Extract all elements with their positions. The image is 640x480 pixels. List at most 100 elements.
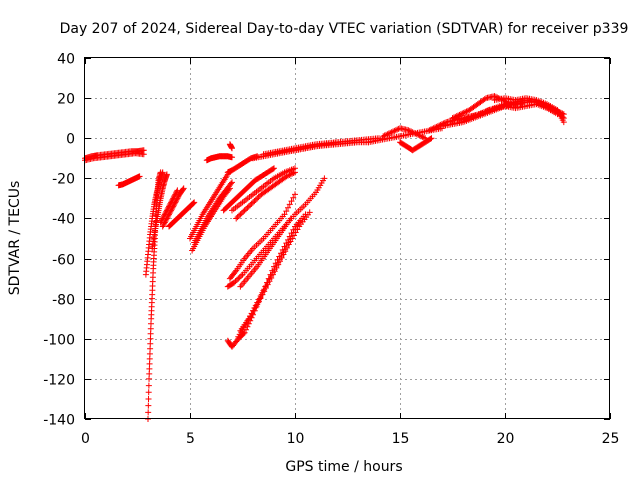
data-point	[229, 179, 235, 186]
data-point	[145, 389, 152, 396]
data-point	[433, 123, 440, 130]
data-point	[238, 272, 245, 279]
series-s27	[271, 135, 382, 156]
data-point	[252, 196, 259, 203]
series-s16	[233, 169, 298, 222]
data-point	[292, 229, 299, 236]
data-point	[244, 204, 251, 211]
data-point	[411, 129, 417, 136]
data-point	[169, 196, 176, 203]
data-point	[227, 180, 234, 187]
data-point	[171, 192, 178, 199]
data-point	[147, 345, 154, 352]
data-point	[245, 203, 252, 210]
series-s19	[224, 175, 328, 290]
data-point	[450, 114, 457, 121]
data-point	[385, 130, 392, 137]
data-point	[164, 206, 171, 213]
data-point	[236, 212, 242, 219]
data-point	[145, 402, 152, 409]
data-point	[387, 129, 394, 136]
series-s6	[149, 171, 170, 252]
data-point	[229, 145, 235, 152]
data-point	[168, 199, 175, 206]
data-point	[146, 355, 153, 362]
data-point	[191, 199, 198, 206]
data-point	[462, 109, 469, 116]
data-point	[294, 226, 301, 233]
data-point	[190, 200, 197, 207]
data-point	[255, 298, 262, 305]
data-point	[233, 215, 240, 222]
data-point	[161, 220, 168, 227]
data-point	[180, 185, 187, 192]
data-point	[250, 307, 257, 314]
y-axis-label: SDTVAR / TECUs	[7, 181, 23, 296]
data-point	[306, 209, 313, 216]
data-point	[413, 131, 420, 138]
data-point	[168, 198, 175, 205]
series-s2	[82, 150, 147, 164]
data-point	[287, 215, 294, 222]
series-s20	[226, 191, 298, 282]
data-point	[241, 207, 248, 214]
data-point	[406, 127, 413, 134]
data-point	[240, 208, 247, 215]
data-point	[418, 133, 424, 140]
data-point	[147, 340, 154, 347]
x-tick-label: 25	[602, 431, 620, 447]
data-point	[432, 124, 438, 131]
data-point	[460, 109, 467, 116]
data-point	[259, 291, 266, 298]
data-point	[161, 212, 168, 219]
data-point	[269, 165, 276, 172]
data-point	[405, 127, 412, 134]
data-point	[430, 125, 437, 132]
data-point	[271, 268, 278, 275]
series-s17	[229, 165, 298, 214]
plot-frame	[84, 57, 610, 419]
data-point	[245, 316, 252, 323]
series-s10	[187, 171, 231, 242]
y-tick-label: -140	[43, 413, 75, 429]
data-point	[146, 365, 153, 372]
y-tick-label: 0	[66, 132, 75, 148]
data-point	[189, 200, 196, 207]
data-point	[235, 275, 242, 282]
data-point	[384, 131, 391, 138]
series-s8	[157, 187, 181, 226]
data-point	[233, 276, 240, 283]
data-point	[321, 175, 328, 182]
x-tick-label: 10	[287, 431, 305, 447]
data-point	[157, 219, 164, 226]
axis-ticks: -140 -120 -100 -80 -60 -40 -20 0 20 40 0 5 10 15 20 25	[43, 52, 619, 448]
data-point	[292, 191, 298, 198]
data-point	[281, 211, 288, 218]
data-point	[173, 190, 179, 197]
data-point	[463, 108, 470, 115]
data-point	[180, 186, 186, 193]
data-point	[409, 129, 416, 136]
data-point	[283, 244, 290, 251]
series-s14	[226, 141, 235, 152]
data-point	[145, 395, 152, 402]
data-point	[163, 171, 170, 178]
data-point	[232, 268, 239, 275]
data-point	[247, 313, 254, 320]
series-s35	[491, 95, 567, 126]
data-point	[390, 128, 396, 135]
data-point	[429, 125, 436, 132]
data-point	[145, 409, 152, 416]
data-point	[251, 198, 258, 205]
series-s24	[235, 209, 313, 340]
data-point	[290, 194, 297, 201]
data-point	[268, 274, 275, 281]
data-point	[383, 131, 389, 138]
data-point	[381, 132, 388, 139]
data-point	[388, 129, 395, 136]
data-point	[170, 194, 177, 201]
data-point	[276, 258, 283, 265]
data-point	[554, 111, 561, 118]
data-point	[254, 195, 261, 202]
